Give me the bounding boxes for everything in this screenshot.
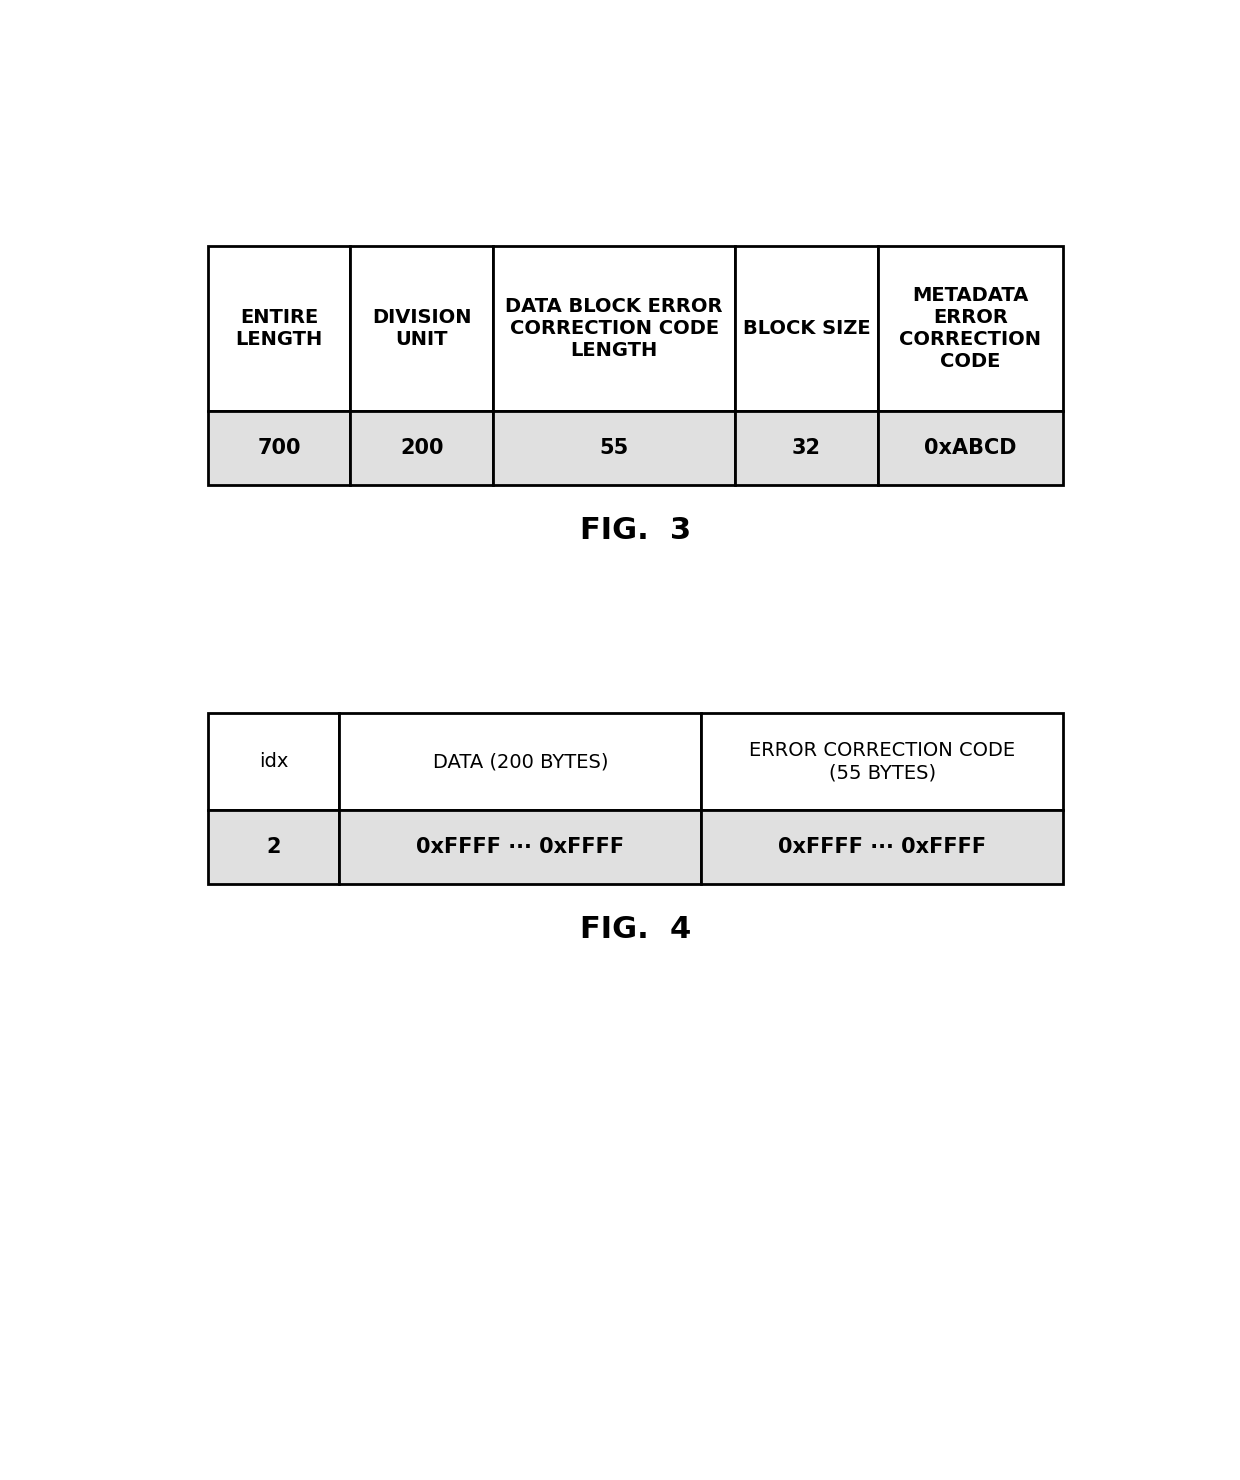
Text: 700: 700 <box>258 438 301 459</box>
Text: 32: 32 <box>792 438 821 459</box>
Text: METADATA
ERROR
CORRECTION
CODE: METADATA ERROR CORRECTION CODE <box>899 286 1042 371</box>
Text: ERROR CORRECTION CODE
(55 BYTES): ERROR CORRECTION CODE (55 BYTES) <box>749 741 1016 781</box>
Text: DATA (200 BYTES): DATA (200 BYTES) <box>433 752 608 771</box>
Bar <box>878 411 1063 485</box>
Bar <box>702 810 1063 884</box>
Bar <box>494 411 735 485</box>
Bar <box>340 810 702 884</box>
Bar <box>735 246 878 411</box>
Bar <box>208 411 351 485</box>
Text: FIG.  4: FIG. 4 <box>580 915 691 944</box>
Text: idx: idx <box>259 752 289 771</box>
Bar <box>208 246 351 411</box>
Text: 0xFFFF ··· 0xFFFF: 0xFFFF ··· 0xFFFF <box>779 838 986 857</box>
Bar <box>735 411 878 485</box>
Text: DATA BLOCK ERROR
CORRECTION CODE
LENGTH: DATA BLOCK ERROR CORRECTION CODE LENGTH <box>506 297 723 360</box>
Bar <box>340 713 702 810</box>
Text: ENTIRE
LENGTH: ENTIRE LENGTH <box>236 308 322 349</box>
Bar <box>208 810 340 884</box>
Bar <box>351 246 494 411</box>
Text: DIVISION
UNIT: DIVISION UNIT <box>372 308 471 349</box>
Text: 2: 2 <box>267 838 281 857</box>
Text: FIG.  3: FIG. 3 <box>580 517 691 545</box>
Text: 0xABCD: 0xABCD <box>924 438 1017 459</box>
Text: 200: 200 <box>401 438 444 459</box>
Text: 0xFFFF ··· 0xFFFF: 0xFFFF ··· 0xFFFF <box>417 838 625 857</box>
Bar <box>351 411 494 485</box>
Text: BLOCK SIZE: BLOCK SIZE <box>743 320 870 337</box>
Text: 55: 55 <box>599 438 629 459</box>
Bar <box>878 246 1063 411</box>
Bar <box>702 713 1063 810</box>
Bar <box>208 713 340 810</box>
Bar <box>494 246 735 411</box>
